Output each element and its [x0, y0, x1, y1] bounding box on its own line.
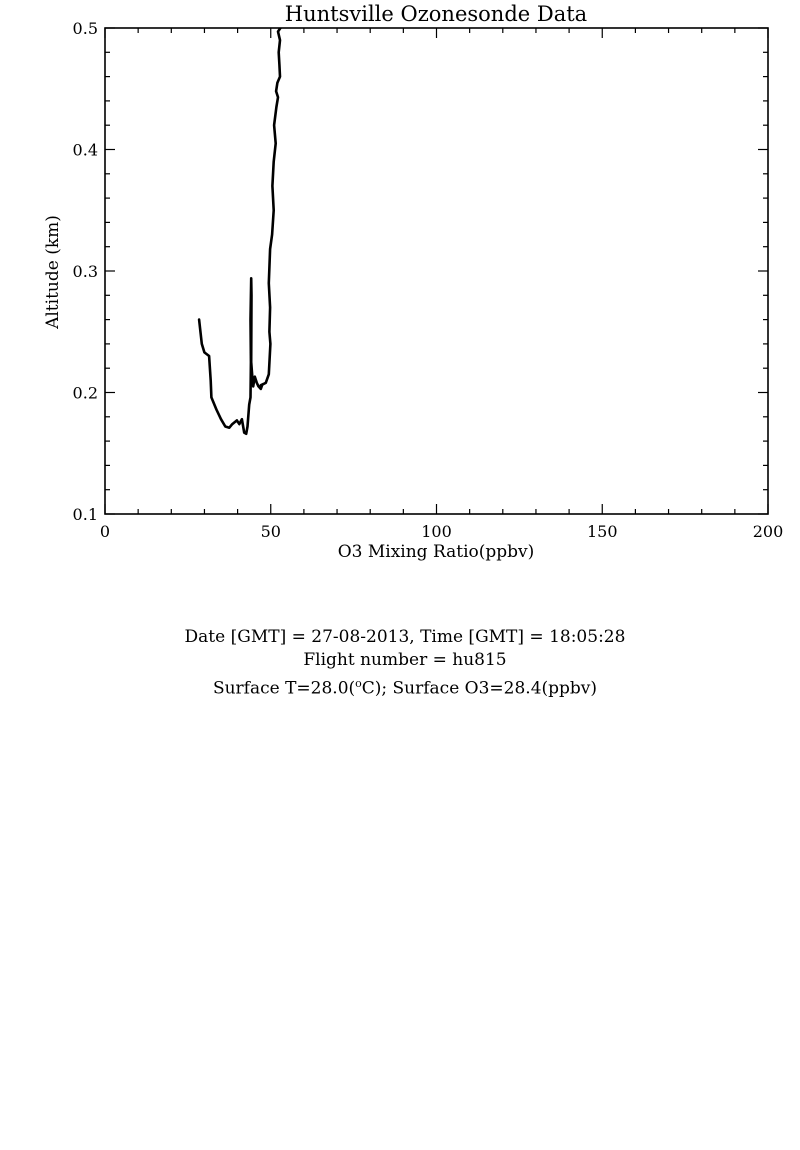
- plot-frame: [104, 27, 769, 515]
- x-tick-label: 50: [261, 522, 281, 541]
- y-axis-tick-labels: 0.1 0.2 0.3 0.4 0.5: [73, 19, 98, 524]
- x-axis-ticks: [104, 28, 769, 514]
- flight-number-line: Flight number = hu815: [303, 650, 507, 670]
- surface-ozone-text: C); Surface O3=28.4(ppbv): [361, 678, 598, 699]
- y-axis-label: Altitude (km): [43, 215, 63, 330]
- y-tick-label: 0.2: [73, 384, 98, 403]
- x-tick-label: 150: [587, 522, 618, 541]
- y-tick-label: 0.4: [73, 141, 98, 160]
- ozonesonde-chart: Huntsville Ozonesonde Data 0 50 100 150 200 …: [43, 2, 783, 562]
- x-axis-tick-labels: 0 50 100 150 200: [100, 522, 783, 541]
- x-tick-label: 200: [753, 522, 784, 541]
- y-tick-label: 0.5: [73, 19, 98, 38]
- x-axis-label: O3 Mixing Ratio(ppbv): [338, 542, 535, 562]
- surface-temp-text: Surface T=28.0(: [212, 678, 356, 699]
- degree-superscript: o: [355, 677, 362, 690]
- series-group: [197, 28, 282, 436]
- y-axis-ticks: [105, 27, 768, 515]
- date-time-line: Date [GMT] = 27-08-2013, Time [GMT] = 18…: [184, 627, 626, 647]
- chart-title: Huntsville Ozonesonde Data: [285, 2, 587, 26]
- y-tick-label: 0.3: [73, 262, 98, 281]
- x-tick-label: 0: [100, 522, 110, 541]
- x-tick-label: 100: [421, 522, 452, 541]
- surface-conditions-line: Surface T=28.0(oC); Surface O3=28.4(ppbv…: [0, 672, 800, 701]
- y-tick-label: 0.1: [73, 505, 98, 524]
- ozone-profile-line: [197, 28, 282, 436]
- flight-info: Date [GMT] = 27-08-2013, Time [GMT] = 18…: [0, 626, 800, 701]
